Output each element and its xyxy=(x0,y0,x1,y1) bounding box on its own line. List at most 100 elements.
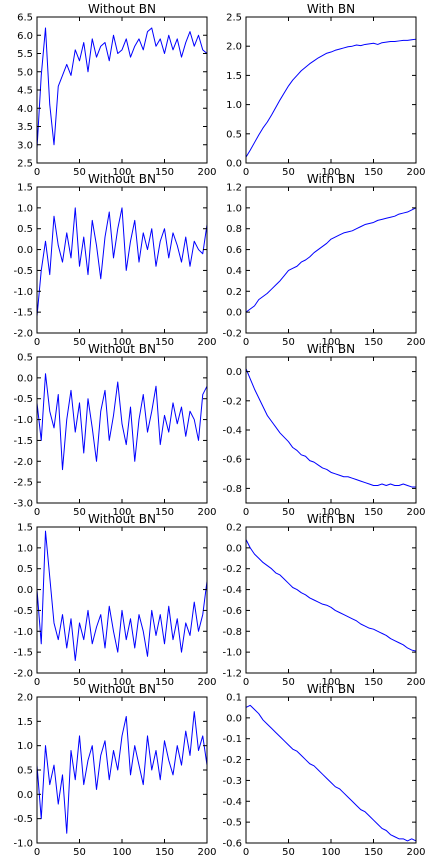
y-tick-label: -0.5 xyxy=(13,814,33,825)
y-tick-label: 0.5 xyxy=(17,353,33,364)
y-tick-label: -3.0 xyxy=(13,499,33,510)
x-tick-label: 100 xyxy=(321,167,340,178)
y-tick-label: 1.5 xyxy=(17,717,33,728)
x-tick-label: 150 xyxy=(155,847,174,858)
x-tick-label: 0 xyxy=(243,507,249,518)
x-tick-label: 0 xyxy=(243,677,249,688)
y-tick-label: 0.8 xyxy=(226,224,242,235)
y-tick-label: -0.5 xyxy=(13,394,33,405)
y-tick-label: 1.0 xyxy=(17,543,33,554)
axes-frame xyxy=(245,186,417,334)
y-tick-label: 3.0 xyxy=(17,140,33,151)
y-tick-label: 0.5 xyxy=(17,564,33,575)
x-tick-label: 150 xyxy=(364,167,383,178)
y-tick-label: -0.3 xyxy=(222,776,242,787)
y-tick-label: -2.0 xyxy=(13,329,33,340)
x-tick-label: 200 xyxy=(406,167,425,178)
x-tick-label: 50 xyxy=(73,337,86,348)
x-tick-label: 50 xyxy=(282,677,295,688)
x-tick-label: 50 xyxy=(73,847,86,858)
y-tick-label: -1.0 xyxy=(13,287,33,298)
x-tick-label: 50 xyxy=(282,847,295,858)
y-tick-label: 0.1 xyxy=(226,693,242,704)
y-tick-label: 0.6 xyxy=(226,245,242,256)
axes-frame xyxy=(36,356,208,504)
y-tick-label: 6.5 xyxy=(17,13,33,24)
y-tick-label: 6.0 xyxy=(17,31,33,42)
y-tick-label: 0.5 xyxy=(17,224,33,235)
x-tick-label: 200 xyxy=(197,677,216,688)
x-tick-label: 50 xyxy=(73,507,86,518)
chart-panel-5: Without BN 0 50 100 150 200 -3.0 -2.5 -2.0 -1.5 -1… xyxy=(13,342,216,518)
x-tick-label: 0 xyxy=(243,847,249,858)
y-tick-label: -0.6 xyxy=(222,839,242,850)
chart-panel-10: With BN 0 50 100 150 200 -0.6 -0.5 -0.4 -0.3 -0.2 -… xyxy=(222,682,425,858)
y-tick-label: -0.2 xyxy=(222,564,242,575)
panel-title: Without BN xyxy=(88,342,156,356)
y-tick-label: 1.0 xyxy=(226,203,242,214)
axes-frame xyxy=(36,696,208,844)
series-line xyxy=(36,711,208,834)
y-tick-label: 4.5 xyxy=(17,86,33,97)
y-tick-label: -1.5 xyxy=(13,648,33,659)
y-tick-label: 1.0 xyxy=(17,203,33,214)
axes-frame xyxy=(245,696,417,844)
x-tick-label: 150 xyxy=(364,847,383,858)
panel-title: With BN xyxy=(307,512,355,526)
x-tick-label: 0 xyxy=(243,167,249,178)
y-tick-label: -0.4 xyxy=(222,426,242,437)
y-tick-label: 3.5 xyxy=(17,122,33,133)
y-tick-label: 0.0 xyxy=(226,308,242,319)
y-tick-label: 0.0 xyxy=(226,543,242,554)
y-tick-label: -2.0 xyxy=(13,457,33,468)
panel-title: With BN xyxy=(307,682,355,696)
x-tick-label: 50 xyxy=(73,677,86,688)
y-tick-label: -1.5 xyxy=(13,308,33,319)
y-tick-label: 0.5 xyxy=(17,766,33,777)
y-tick-label: 1.0 xyxy=(17,741,33,752)
y-tick-label: 0.4 xyxy=(226,266,242,277)
y-tick-label: -0.5 xyxy=(222,818,242,829)
y-tick-label: 0.0 xyxy=(17,585,33,596)
panel-title: Without BN xyxy=(88,2,156,16)
y-tick-label: -1.0 xyxy=(222,648,242,659)
y-tick-label: 1.5 xyxy=(17,183,33,194)
x-tick-label: 100 xyxy=(321,847,340,858)
y-tick-label: -0.4 xyxy=(222,797,242,808)
y-tick-label: -1.5 xyxy=(13,436,33,447)
x-tick-label: 0 xyxy=(34,507,40,518)
y-tick-label: -2.0 xyxy=(13,669,33,680)
x-tick-label: 0 xyxy=(34,677,40,688)
panel-title: Without BN xyxy=(88,172,156,186)
x-tick-label: 100 xyxy=(112,167,131,178)
y-tick-label: -0.5 xyxy=(13,606,33,617)
y-tick-label: -1.2 xyxy=(222,669,242,680)
y-tick-label: 1.0 xyxy=(226,100,242,111)
x-tick-label: 100 xyxy=(321,507,340,518)
chart-panel-1: Without BN 0 50 100 150 200 2.5 3.0 3.5 4.0 4.5 5.0… xyxy=(17,2,216,178)
x-tick-label: 150 xyxy=(364,677,383,688)
x-tick-label: 100 xyxy=(321,337,340,348)
panel-title: Without BN xyxy=(88,682,156,696)
x-tick-label: 50 xyxy=(282,337,295,348)
y-tick-label: 1.5 xyxy=(17,523,33,534)
x-tick-label: 200 xyxy=(197,167,216,178)
y-tick-label: 0.0 xyxy=(226,367,242,378)
series-line xyxy=(245,368,416,488)
y-tick-label: 5.5 xyxy=(17,49,33,60)
x-tick-label: 50 xyxy=(282,167,295,178)
chart-panel-7: Without BN 0 50 100 150 200 -2.0 -1.5 -1.0 -0.5 0.… xyxy=(13,512,216,688)
y-tick-label: 0.2 xyxy=(226,287,242,298)
y-tick-label: -0.2 xyxy=(222,755,242,766)
chart-panel-8: With BN 0 50 100 150 200 -1.2 -1.0 -0.8 -0.6 -0.4 -… xyxy=(222,512,425,688)
x-tick-label: 150 xyxy=(364,337,383,348)
x-tick-label: 100 xyxy=(112,677,131,688)
x-tick-label: 0 xyxy=(34,847,40,858)
chart-panel-6: With BN 0 50 100 150 200 -0.8 -0.6 -0.4 -0.2 0.0 xyxy=(222,342,425,518)
y-tick-label: -0.4 xyxy=(222,585,242,596)
y-tick-label: -0.2 xyxy=(222,329,242,340)
x-tick-label: 200 xyxy=(406,847,425,858)
y-tick-label: -0.6 xyxy=(222,606,242,617)
chart-panel-9: Without BN 0 50 100 150 200 -1.0 -0.5 0.0 0.5 1.0 1… xyxy=(13,682,216,858)
